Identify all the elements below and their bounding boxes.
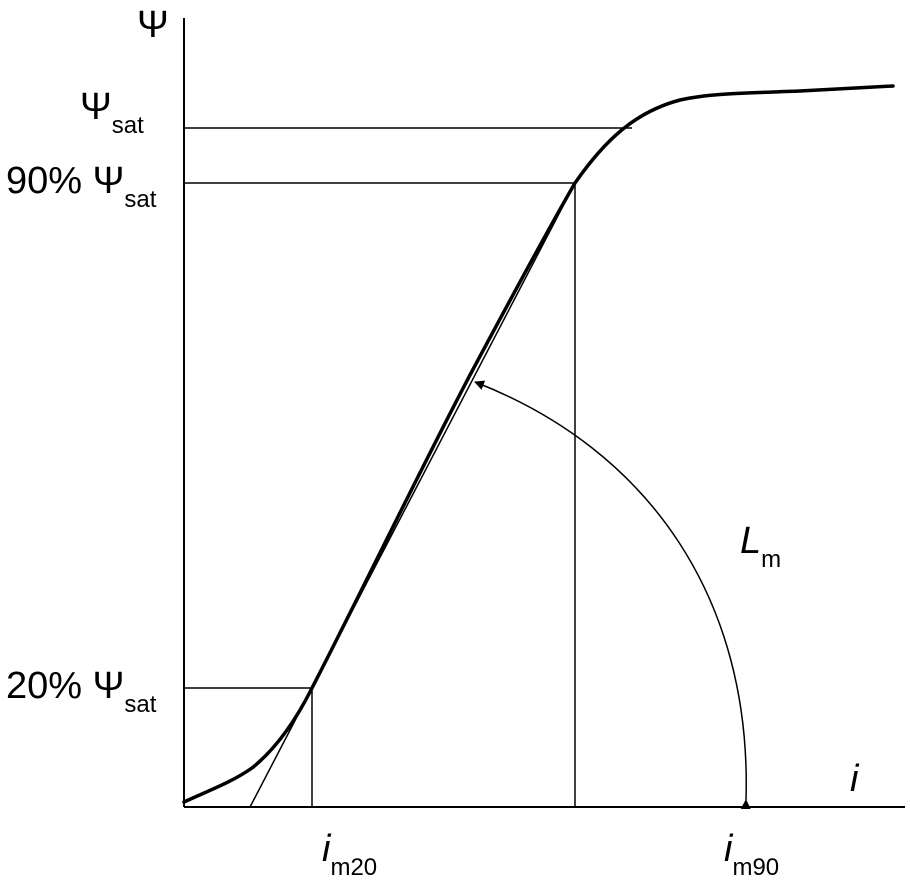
psi-90-prefix: 90% — [6, 160, 93, 202]
i-m90-subscript: m90 — [732, 854, 780, 881]
psi-20-symbol: Ψ — [92, 665, 125, 707]
i-m90-label: im90 — [724, 828, 779, 880]
psi-20-label: 20% Ψsat — [6, 665, 156, 717]
x-axis-label: i — [850, 760, 858, 798]
magnetization-curve — [182, 84, 895, 804]
y-axis-label: Ψ — [137, 6, 169, 44]
psi-sat-symbol: Ψ — [80, 86, 112, 128]
psi-sat-subscript: sat — [111, 112, 144, 139]
inductance-arrow — [474, 380, 751, 810]
psi-sat-label: Ψsat — [80, 86, 144, 138]
psi-20-prefix: 20% — [6, 665, 93, 707]
i-m20-label: im20 — [322, 828, 377, 880]
psi-20-subscript: sat — [124, 691, 157, 718]
i-m90-symbol: i — [724, 828, 733, 870]
psi-90-subscript: sat — [124, 186, 157, 213]
psi-90-label: 90% Ψsat — [6, 160, 156, 212]
psi-90-symbol: Ψ — [92, 160, 125, 202]
y-axis-symbol: Ψ — [137, 4, 169, 46]
inductance-symbol: L — [740, 520, 762, 562]
inductance-subscript: m — [761, 546, 782, 573]
i-m20-symbol: i — [322, 828, 331, 870]
x-axis-symbol: i — [850, 758, 859, 800]
inductance-label: Lm — [740, 520, 781, 572]
i-m20-subscript: m20 — [330, 854, 378, 881]
